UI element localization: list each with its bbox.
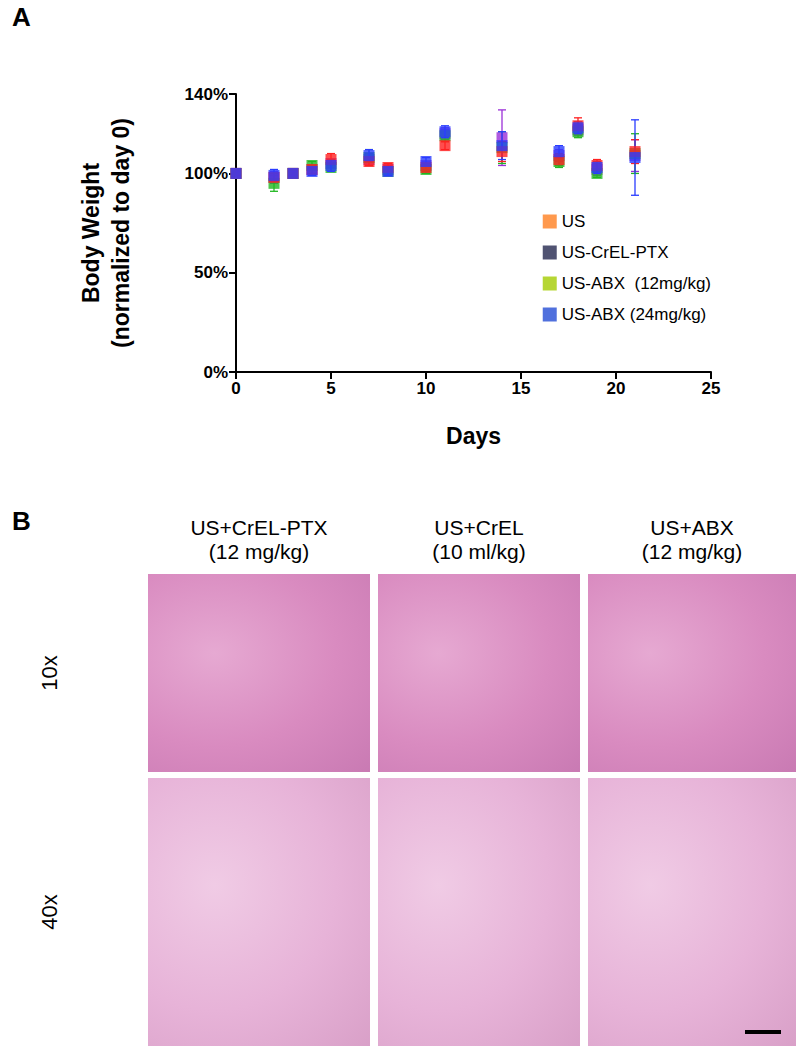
svg-text:140%: 140% bbox=[185, 85, 228, 104]
svg-text:15: 15 bbox=[512, 379, 531, 398]
svg-text:US-ABX (12mg/kg): US-ABX (12mg/kg) bbox=[562, 274, 711, 293]
html-text:40x: 40x bbox=[37, 894, 62, 930]
svg-text:US: US bbox=[562, 212, 586, 231]
html-text:B: B bbox=[12, 506, 31, 536]
html-text:A: A bbox=[12, 2, 31, 32]
svg-text:0%: 0% bbox=[203, 363, 228, 382]
svg-text:25: 25 bbox=[702, 379, 721, 398]
html-text:US+CrEL: US+CrEL bbox=[434, 516, 524, 539]
svg-text:5: 5 bbox=[326, 379, 335, 398]
html-text:(12 mg/kg): (12 mg/kg) bbox=[208, 540, 310, 563]
svg-text:Days: Days bbox=[446, 423, 501, 449]
svg-text:0: 0 bbox=[231, 379, 240, 398]
svg-text:Body Weight: Body Weight bbox=[78, 163, 104, 303]
svg-text:20: 20 bbox=[607, 379, 626, 398]
svg-text:(normalized to day 0): (normalized to day 0) bbox=[108, 118, 134, 348]
html-text:(12 mg/kg): (12 mg/kg) bbox=[641, 540, 743, 563]
svg-text:US-CrEL-PTX: US-CrEL-PTX bbox=[562, 243, 669, 262]
html-text:10x: 10x bbox=[37, 655, 62, 691]
html-text:US+CrEL-PTX: US+CrEL-PTX bbox=[190, 516, 328, 539]
html-text:US+ABX: US+ABX bbox=[650, 516, 734, 539]
html-text:(10 ml/kg): (10 ml/kg) bbox=[432, 540, 526, 563]
svg-text:50%: 50% bbox=[194, 263, 228, 282]
svg-text:10: 10 bbox=[417, 379, 436, 398]
svg-text:100%: 100% bbox=[185, 164, 228, 183]
svg-text:US-ABX (24mg/kg): US-ABX (24mg/kg) bbox=[562, 305, 707, 324]
